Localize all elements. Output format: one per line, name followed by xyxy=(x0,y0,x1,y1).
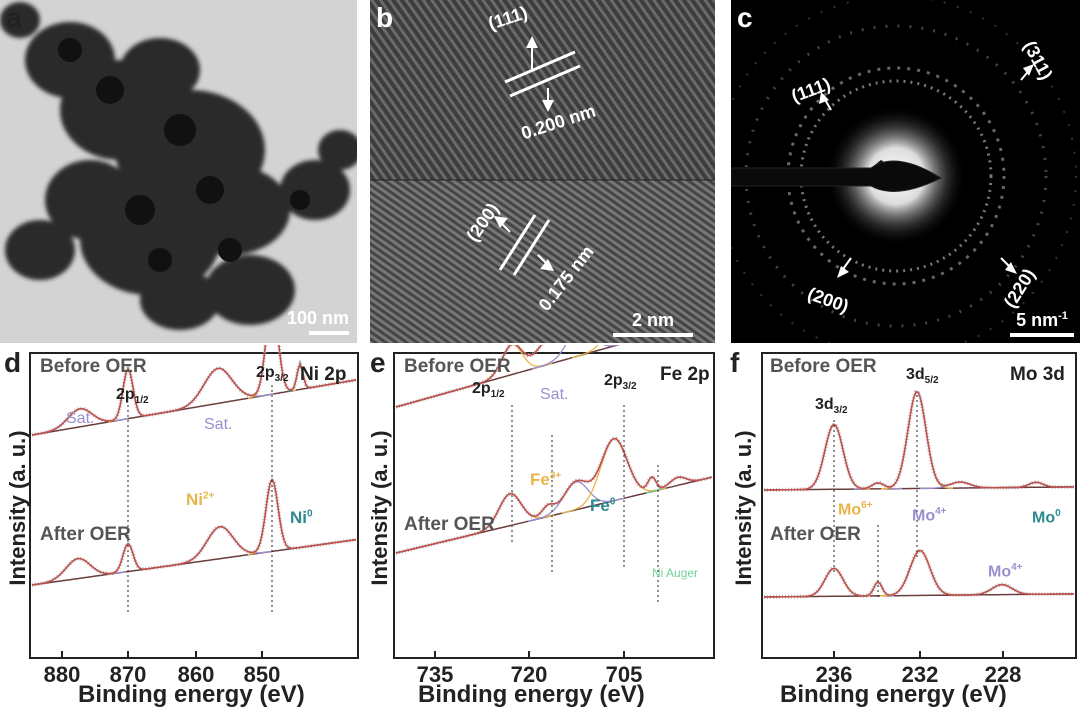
xlabel-d: Binding energy (eV) xyxy=(78,681,305,708)
e-before-component-0 xyxy=(471,345,553,387)
e-after-fit xyxy=(395,437,713,554)
f-after-baseline xyxy=(764,593,1074,598)
d-before-data xyxy=(31,345,357,437)
d-before-baseline xyxy=(31,379,357,436)
e-before-data xyxy=(395,345,544,409)
xlabel-e: Binding energy (eV) xyxy=(418,681,645,708)
plot-frame-e xyxy=(393,352,715,659)
scale-text-a: 100 nm xyxy=(286,308,349,328)
scale-bar-c: 5 nm-1 xyxy=(1010,310,1074,337)
panel-b-hrtem: b (111) 0.200 nm (200) 0.175 nm 2 nm xyxy=(370,0,715,343)
ylabel-f: Intensity (a. u.) xyxy=(731,430,756,586)
scale-text-b: 2 nm xyxy=(631,310,674,330)
xlabel-f: Binding energy (eV) xyxy=(780,681,1007,708)
d-before-component-1 xyxy=(107,367,149,423)
scale-value-c: 5 nm xyxy=(1016,310,1059,330)
f-after-component-2 xyxy=(880,549,960,597)
scale-bar-a: 100 nm xyxy=(287,308,349,335)
scale-bar-b: 2 nm xyxy=(613,310,693,337)
f-tick-label-0: 236 xyxy=(816,662,853,687)
panel-a-label: a xyxy=(6,2,22,33)
d-after-data xyxy=(31,475,357,587)
d-before-fit xyxy=(31,345,357,436)
f-tick-label-2: 228 xyxy=(985,662,1022,687)
d-tick-label-2: 860 xyxy=(178,662,215,687)
mo3d-spectrum: 236 232 228 xyxy=(761,352,1077,687)
e-tick-label-2: 705 xyxy=(606,662,643,687)
scale-line-b xyxy=(613,333,693,337)
saed-pattern xyxy=(731,0,1080,343)
panel-f-mo3d: 236 232 228 f Intensity (a. u.) Binding en… xyxy=(720,345,1080,711)
panel-d-label: d xyxy=(4,347,22,378)
scale-text-c: 5 nm-1 xyxy=(1010,310,1074,331)
f-before-fit xyxy=(764,391,1074,491)
f-after-component-1 xyxy=(862,581,894,597)
e-before-fit xyxy=(395,345,543,408)
panel-f-label: f xyxy=(730,347,740,378)
d-tick-label-0: 880 xyxy=(44,662,81,687)
e-after-component-2 xyxy=(527,481,625,522)
scale-sup-c: -1 xyxy=(1058,310,1068,322)
ni2p-spectrum: 880 870 860 850 xyxy=(29,345,359,687)
hrtem-lattice xyxy=(370,0,715,343)
f-after-fit xyxy=(764,549,1074,598)
e-before-baseline xyxy=(395,345,621,408)
fe2p-spectrum: 735 720 705 xyxy=(393,345,715,687)
e-after-component-3 xyxy=(561,438,667,514)
panel-a-tem-image: a 100 nm xyxy=(0,0,357,343)
f-after-data xyxy=(764,548,1074,599)
e-tick-label-1: 720 xyxy=(511,662,548,687)
panel-d-ni2p: 880 870 860 850 d Intensity (a. u.) Binding… xyxy=(0,345,362,711)
panel-e-label: e xyxy=(370,347,386,378)
ylabel-e: Intensity (a. u.) xyxy=(367,430,392,586)
e-before-component-3 xyxy=(571,345,599,359)
d-after-component-2 xyxy=(167,526,273,567)
e-after-data xyxy=(395,436,713,555)
d-after-fit xyxy=(31,477,357,586)
f-after-component-0 xyxy=(797,567,870,598)
tem-particles xyxy=(0,0,357,343)
f-before-data xyxy=(764,390,1074,492)
f-tick-label-1: 232 xyxy=(902,662,939,687)
panel-b-label: b xyxy=(376,2,394,33)
d-tick-label-1: 870 xyxy=(110,662,147,687)
e-tick-label-0: 735 xyxy=(417,662,454,687)
panel-e-fe2p: 735 720 705 e Intensity (a. u.) Binding en… xyxy=(362,345,720,711)
e-before-component-2 xyxy=(531,345,620,370)
d-tick-label-3: 850 xyxy=(244,662,281,687)
scale-line-a xyxy=(309,331,349,335)
ylabel-d: Intensity (a. u.) xyxy=(5,430,30,586)
scale-line-c xyxy=(1010,333,1074,337)
panel-c-label: c xyxy=(737,2,753,33)
panel-c-saed: c (111) (311) (200) (220) 5 nm-1 xyxy=(731,0,1080,343)
plot-frame-d xyxy=(29,352,359,659)
